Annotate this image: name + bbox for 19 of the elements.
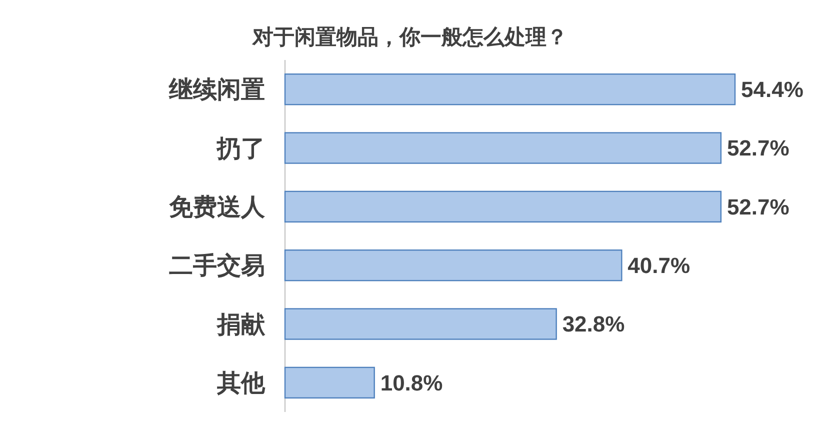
y-tick-label: 扔了	[216, 135, 265, 162]
y-tick-label: 其他	[216, 370, 266, 398]
bar	[284, 249, 622, 282]
bar	[284, 73, 736, 106]
y-tick-label: 二手交易	[169, 252, 265, 280]
bar	[284, 190, 722, 223]
bar	[284, 308, 557, 340]
data-label: 52.7%	[726, 136, 790, 161]
data-label: 10.8%	[380, 370, 443, 396]
data-label: 52.7%	[726, 194, 790, 220]
bar	[284, 366, 375, 399]
y-tick-label: 免费送人	[168, 194, 266, 222]
y-tick-label: 继续闲置	[168, 76, 265, 104]
data-label: 32.8%	[562, 312, 625, 337]
chart-title: 对于闲置物品，你一般怎么处理？	[252, 26, 568, 49]
bar	[284, 132, 722, 164]
data-label: 40.7%	[628, 253, 690, 278]
y-tick-label: 捐献	[216, 311, 266, 338]
data-label: 54.4%	[741, 77, 804, 102]
